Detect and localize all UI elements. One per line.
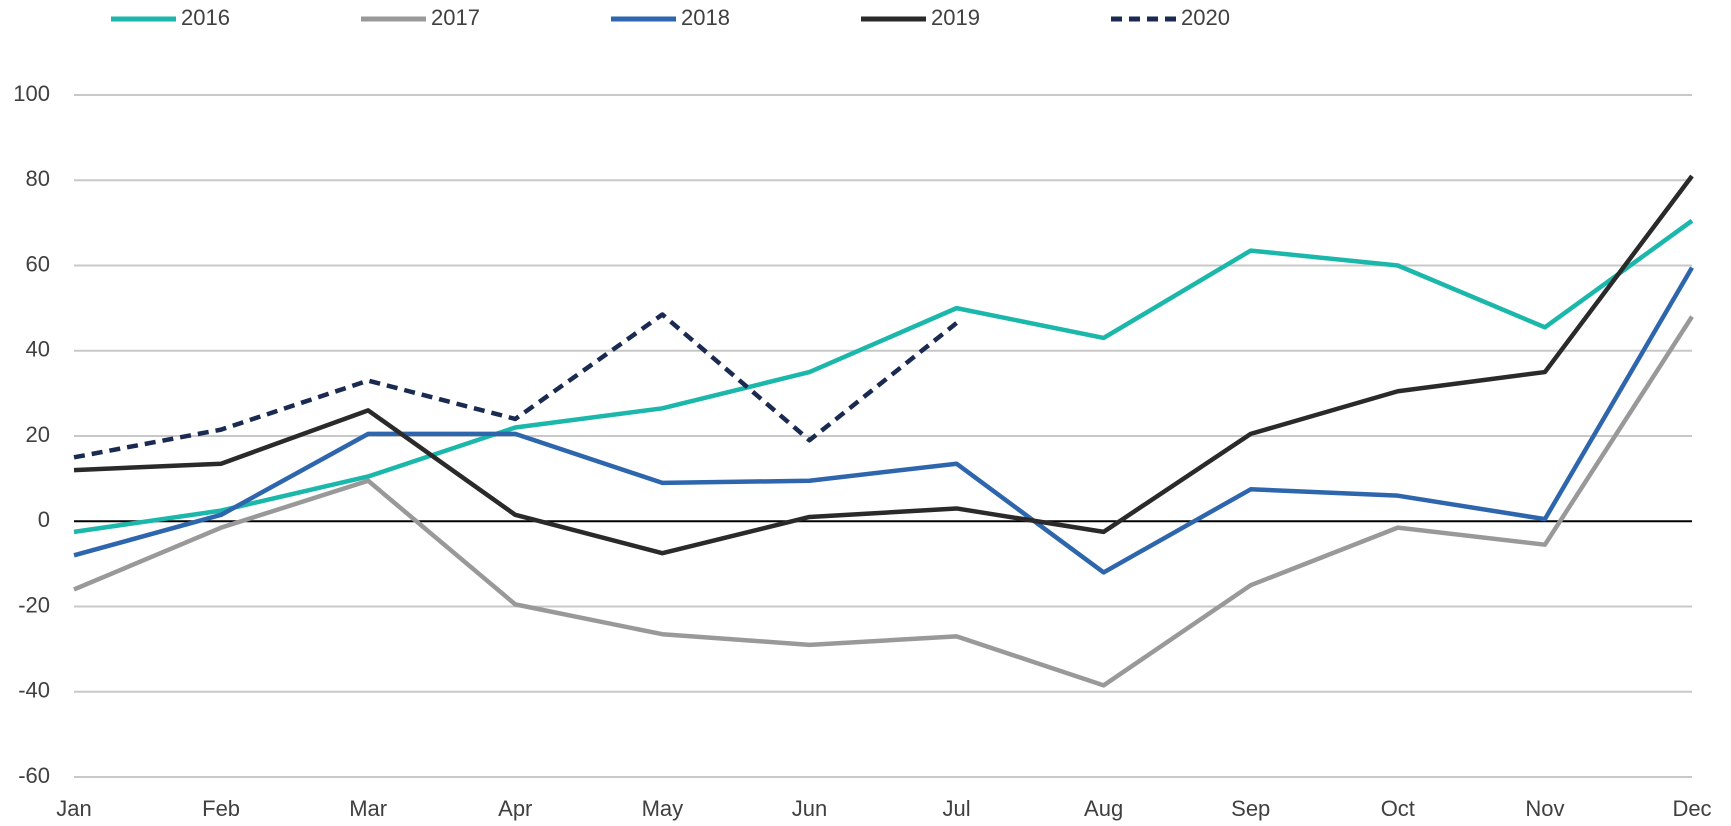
y-tick-label: -60 xyxy=(18,763,50,788)
y-tick-label: 20 xyxy=(26,422,50,447)
x-tick-label: Apr xyxy=(498,796,532,821)
y-tick-label: -20 xyxy=(18,592,50,617)
y-tick-label: 40 xyxy=(26,337,50,362)
x-tick-label: Feb xyxy=(202,796,240,821)
series-line xyxy=(73,174,1694,556)
x-tick-label: Mar xyxy=(349,796,387,821)
x-tick-label: Nov xyxy=(1525,796,1564,821)
y-tick-label: 0 xyxy=(38,507,50,532)
legend-label: 2020 xyxy=(1181,5,1230,30)
series-line xyxy=(73,315,1694,688)
legend-label: 2017 xyxy=(431,5,480,30)
y-tick-label: 100 xyxy=(13,81,50,106)
legend-label: 2016 xyxy=(181,5,230,30)
x-tick-label: Jun xyxy=(792,796,827,821)
x-tick-label: May xyxy=(642,796,684,821)
series-line xyxy=(73,312,958,460)
x-tick-label: Dec xyxy=(1672,796,1711,821)
x-tick-label: Aug xyxy=(1084,796,1123,821)
x-tick-label: Sep xyxy=(1231,796,1270,821)
series-line xyxy=(73,218,1694,535)
y-tick-label: -40 xyxy=(18,678,50,703)
legend-label: 2018 xyxy=(681,5,730,30)
y-tick-label: 80 xyxy=(26,166,50,191)
legend-label: 2019 xyxy=(931,5,980,30)
x-tick-label: Jul xyxy=(942,796,970,821)
x-tick-label: Oct xyxy=(1381,796,1415,821)
y-tick-label: 60 xyxy=(26,251,50,276)
series-line xyxy=(73,266,1694,575)
x-tick-label: Jan xyxy=(56,796,91,821)
